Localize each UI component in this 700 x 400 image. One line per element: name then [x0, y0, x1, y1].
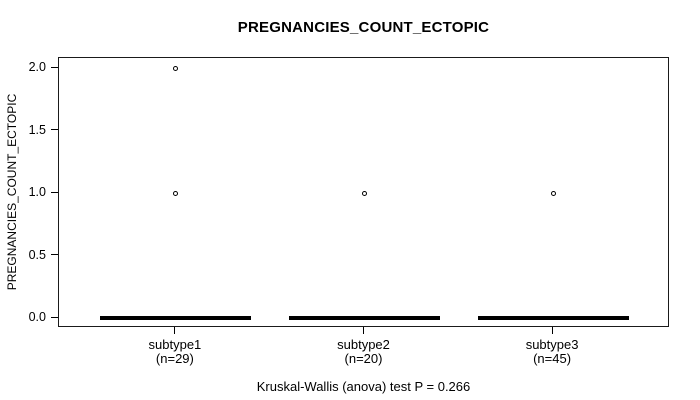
median-line — [477, 316, 629, 320]
median-line — [100, 316, 252, 320]
x-tick-mark — [363, 327, 364, 334]
plot-area — [58, 57, 669, 327]
chart-title: PREGNANCIES_COUNT_ECTOPIC — [237, 19, 490, 36]
footer-annotation: Kruskal-Wallis (anova) test P = 0.266 — [256, 379, 471, 394]
outlier-point — [362, 190, 367, 196]
x-group-label-count: (n=45) — [533, 350, 572, 366]
outlier-point — [550, 190, 556, 196]
x-group-label-name: subtype1 — [148, 337, 202, 352]
x-group-label-count: (n=29) — [155, 350, 194, 366]
outlier-point — [173, 65, 179, 71]
x-tick-mark — [174, 327, 176, 334]
y-tick-mark — [51, 191, 58, 193]
y-tick-label: 2.0 — [28, 60, 46, 74]
median-line — [289, 316, 440, 320]
y-tick-mark — [51, 254, 58, 255]
x-group-label-name: subtype2 — [337, 337, 390, 352]
x-group-label-count: (n=20) — [344, 350, 383, 366]
y-tick-mark — [51, 66, 58, 68]
x-group-label-name: subtype3 — [525, 337, 579, 352]
x-group-label: subtype3 (n=45) — [526, 338, 579, 365]
y-tick-label: 0.0 — [28, 310, 46, 324]
x-tick-mark — [551, 327, 553, 334]
y-tick-mark — [51, 129, 58, 130]
y-tick-label: 1.5 — [28, 122, 46, 137]
outlier-point — [173, 190, 179, 196]
y-tick-label: 0.5 — [28, 247, 46, 262]
y-tick-label: 1.0 — [28, 185, 46, 199]
x-group-label: subtype2 (n=20) — [337, 338, 390, 365]
y-tick-mark — [51, 316, 58, 318]
x-group-label: subtype1 (n=29) — [149, 338, 202, 365]
